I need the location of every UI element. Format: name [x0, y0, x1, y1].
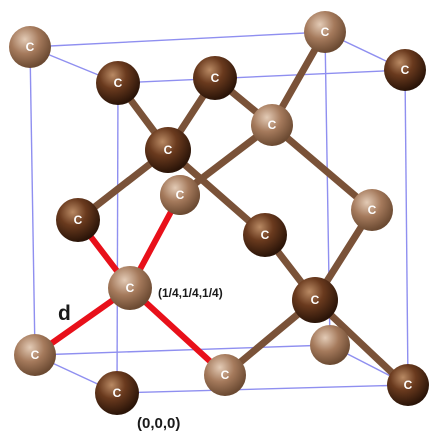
atom: C	[56, 198, 100, 242]
cube-edge	[404, 69, 409, 386]
atom-label: C	[26, 40, 35, 54]
atom: C	[160, 175, 200, 215]
atom-label: C	[114, 76, 123, 90]
atom-label: C	[268, 118, 277, 132]
atom-label: C	[74, 213, 83, 227]
atom-label: C	[261, 228, 270, 242]
atom: C	[304, 11, 346, 53]
atom: C	[387, 364, 429, 406]
atom-label: C	[221, 368, 230, 382]
origin-coordinate: (0,0,0)	[137, 415, 180, 432]
atom-label: C	[164, 143, 173, 157]
atom-label: C	[176, 188, 185, 202]
atom-label: C	[368, 203, 377, 217]
atom-label: C	[31, 348, 40, 362]
atom: C	[108, 266, 152, 310]
atom: C	[96, 61, 140, 105]
cube-edge	[29, 46, 36, 356]
bond-length-label: d	[58, 302, 71, 325]
atom-label: C	[126, 281, 135, 295]
atom	[310, 325, 350, 365]
cube-edge	[29, 31, 326, 48]
cube-edge	[117, 69, 406, 84]
atom-label: C	[113, 386, 122, 400]
atom: C	[384, 49, 426, 91]
atom: C	[9, 26, 51, 68]
atom-label: C	[311, 293, 320, 307]
atom-label: C	[321, 25, 330, 39]
atom: C	[251, 104, 293, 146]
atom: C	[292, 277, 338, 323]
cube-edge	[116, 82, 119, 394]
cube-edge	[34, 344, 331, 356]
dark-atoms: C C C C C C C C	[56, 49, 429, 415]
atom: C	[95, 371, 139, 415]
bond	[268, 121, 376, 214]
cube-edge	[116, 384, 409, 394]
atom: C	[14, 334, 56, 376]
tetrahedral-site-coordinate: (1/4,1/4,1/4)	[158, 286, 223, 300]
light-atoms: C C C C C C C C	[9, 11, 393, 396]
atom: C	[193, 56, 237, 100]
atom-label: C	[211, 71, 220, 85]
atom-label: C	[404, 378, 413, 392]
atom: C	[243, 213, 287, 257]
atom: C	[351, 189, 393, 231]
atom: C	[145, 127, 191, 173]
atom: C	[204, 354, 246, 396]
atom-label: C	[401, 63, 410, 77]
